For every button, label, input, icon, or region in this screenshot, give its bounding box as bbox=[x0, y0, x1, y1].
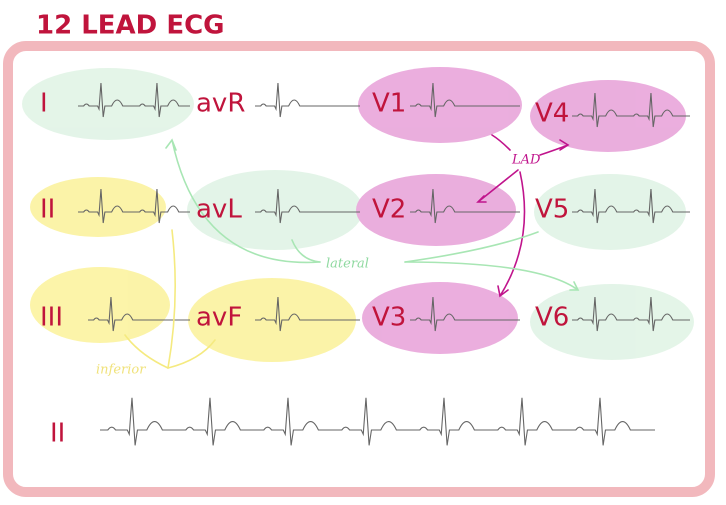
annotation-lad: LAD bbox=[511, 153, 541, 168]
rhythm-trace bbox=[100, 398, 655, 446]
annotation-lateral: lateral bbox=[326, 257, 369, 272]
ecg-trace bbox=[255, 83, 360, 117]
lead-label: V6 bbox=[535, 303, 569, 333]
lead-label: I bbox=[40, 89, 48, 119]
lead-label: V4 bbox=[535, 99, 569, 129]
lead-label: V3 bbox=[372, 303, 406, 333]
annotation-inferior: inferior bbox=[96, 363, 146, 378]
arrow-lad bbox=[540, 140, 568, 155]
rhythm-label: II bbox=[50, 419, 65, 449]
lead-label: III bbox=[40, 303, 63, 333]
lead-label: avF bbox=[196, 303, 242, 333]
title: 12 LEAD ECG bbox=[36, 11, 225, 41]
ecg-diagram: 12 LEAD ECG LAD lateral inferior IavR V1 V… bbox=[0, 0, 726, 505]
lead-label: avR bbox=[196, 89, 245, 119]
lead-label: avL bbox=[196, 195, 242, 225]
lead-label: II bbox=[40, 195, 55, 225]
lead-label: V5 bbox=[535, 195, 569, 225]
lead-label: V1 bbox=[372, 89, 406, 119]
lead-label: V2 bbox=[372, 195, 406, 225]
arrow-lad bbox=[492, 135, 510, 150]
